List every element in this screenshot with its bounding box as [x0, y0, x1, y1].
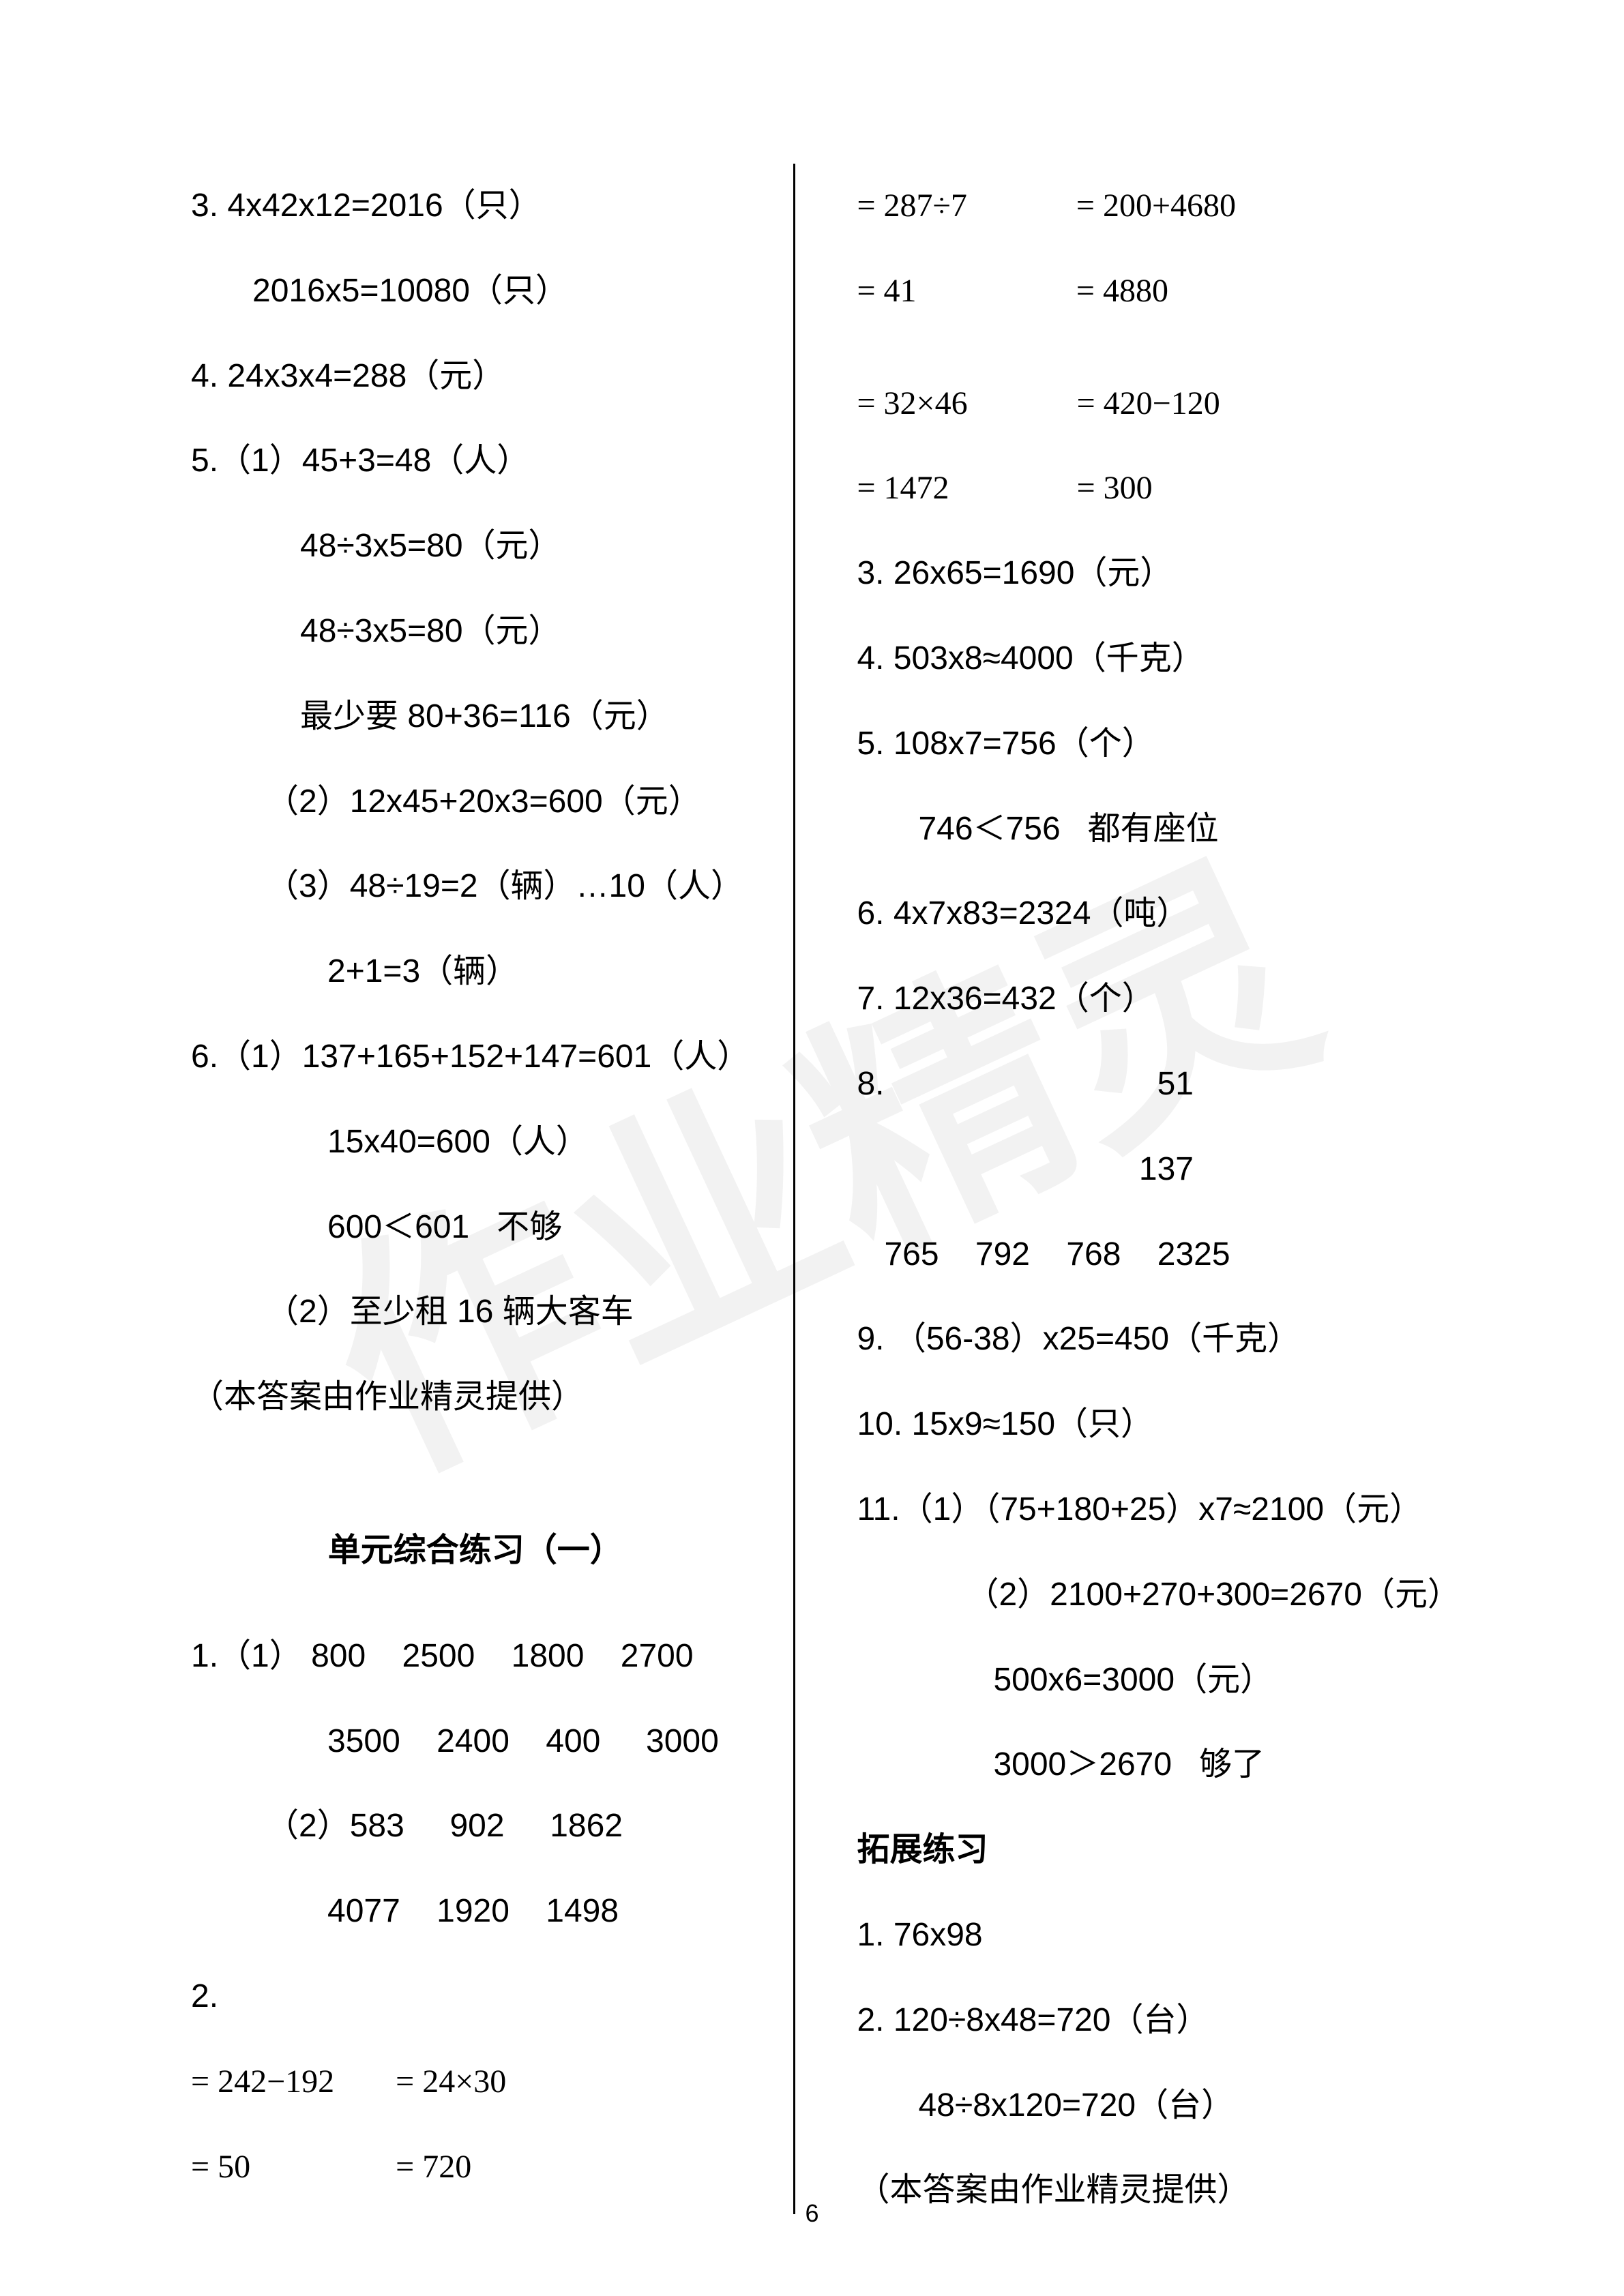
left-column: 3. 4x42x12=2016（只） 2016x5=10080（只） 4. 24…	[191, 164, 786, 2214]
q1-b: 3500 2400 400 3000	[191, 1699, 759, 1785]
ext-title: 拓展练习	[857, 1808, 1460, 1893]
eq4a: = 200+4680	[1076, 164, 1236, 249]
r11c: 500x6=3000（元）	[857, 1638, 1460, 1723]
q1-a: 1.（1） 800 2500 1800 2700	[191, 1614, 759, 1699]
q5-3: 48÷3x5=80（元）	[191, 589, 759, 674]
eq6b: = 300	[1077, 446, 1220, 531]
r10: 10. 15x9≈150（只）	[857, 1382, 1460, 1467]
eq3b: = 41	[857, 249, 966, 334]
q5-7: 2+1=3（辆）	[191, 929, 759, 1015]
r5: 5. 108x7=756（个）	[857, 702, 1460, 787]
unit-title: 单元综合练习（一）	[191, 1508, 759, 1594]
eq5a: = 32×46	[857, 361, 967, 447]
r6: 6. 4x7x83=2324（吨）	[857, 871, 1460, 957]
q3-line1: 3. 4x42x12=2016（只）	[191, 164, 759, 249]
eq3a: = 287÷7	[857, 164, 966, 249]
q5-1: 5.（1）45+3=48（人）	[191, 419, 759, 504]
r8a: 8. 51	[857, 1042, 1460, 1127]
e2: 2. 120÷8x48=720（台）	[857, 1978, 1460, 2063]
q3-line2: 2016x5=10080（只）	[191, 249, 759, 334]
eq2b: = 720	[396, 2125, 506, 2210]
r11a: 11.（1）（75+180+25）x7≈2100（元）	[857, 1467, 1460, 1553]
eq2a: = 24×30	[396, 2040, 506, 2125]
r9: 9. （56-38）x25=450（千克）	[857, 1297, 1460, 1382]
q5-5: （2）12x45+20x3=600（元）	[191, 760, 759, 845]
column-divider	[793, 164, 795, 2214]
q5-4: 最少要 80+36=116（元）	[191, 674, 759, 760]
eq6a: = 420−120	[1077, 361, 1220, 447]
eq1a: = 242−192	[191, 2040, 334, 2125]
r4: 4. 503x8≈4000（千克）	[857, 616, 1460, 702]
eq4b: = 4880	[1076, 249, 1236, 334]
q1-d: 4077 1920 1498	[191, 1869, 759, 1954]
q1-c: （2）583 902 1862	[191, 1784, 759, 1869]
q4-line: 4. 24x3x4=288（元）	[191, 334, 759, 419]
q6-3: 600＜601 不够	[191, 1185, 759, 1270]
eq-row-left: = 242−192 = 50 = 24×30 = 720	[191, 2040, 759, 2210]
eq-row-r1: = 287÷7 = 41 = 200+4680 = 4880	[857, 164, 1460, 334]
page-container: 3. 4x42x12=2016（只） 2016x5=10080（只） 4. 24…	[0, 0, 1624, 2296]
q6-2: 15x40=600（人）	[191, 1100, 759, 1185]
eq1b: = 50	[191, 2125, 334, 2210]
e2b: 48÷8x120=720（台）	[857, 2063, 1460, 2149]
r8c: 765 792 768 2325	[857, 1212, 1460, 1298]
eq-row-r2: = 32×46 = 1472 = 420−120 = 300	[857, 361, 1460, 532]
e1: 1. 76x98	[857, 1893, 1460, 1978]
right-column: = 287÷7 = 41 = 200+4680 = 4880 = 32×46 =…	[802, 164, 1460, 2214]
r7: 7. 12x36=432（个）	[857, 957, 1460, 1042]
q6-1: 6.（1）137+165+152+147=601（人）	[191, 1015, 759, 1100]
r11b: （2）2100+270+300=2670（元）	[857, 1553, 1460, 1638]
credit-right: （本答案由作业精灵提供）	[857, 2148, 1460, 2233]
q6-4: （2）至少租 16 辆大客车	[191, 1270, 759, 1355]
q5-6: （3）48÷19=2（辆）…10（人）	[191, 844, 759, 929]
r3: 3. 26x65=1690（元）	[857, 531, 1460, 616]
credit-left: （本答案由作业精灵提供）	[191, 1355, 759, 1440]
r11d: 3000＞2670 够了	[857, 1723, 1460, 1808]
q2-label: 2.	[191, 1954, 759, 2040]
q5-2: 48÷3x5=80（元）	[191, 504, 759, 589]
r5b: 746＜756 都有座位	[857, 787, 1460, 872]
eq5b: = 1472	[857, 446, 967, 531]
r8b: 137	[857, 1127, 1460, 1212]
